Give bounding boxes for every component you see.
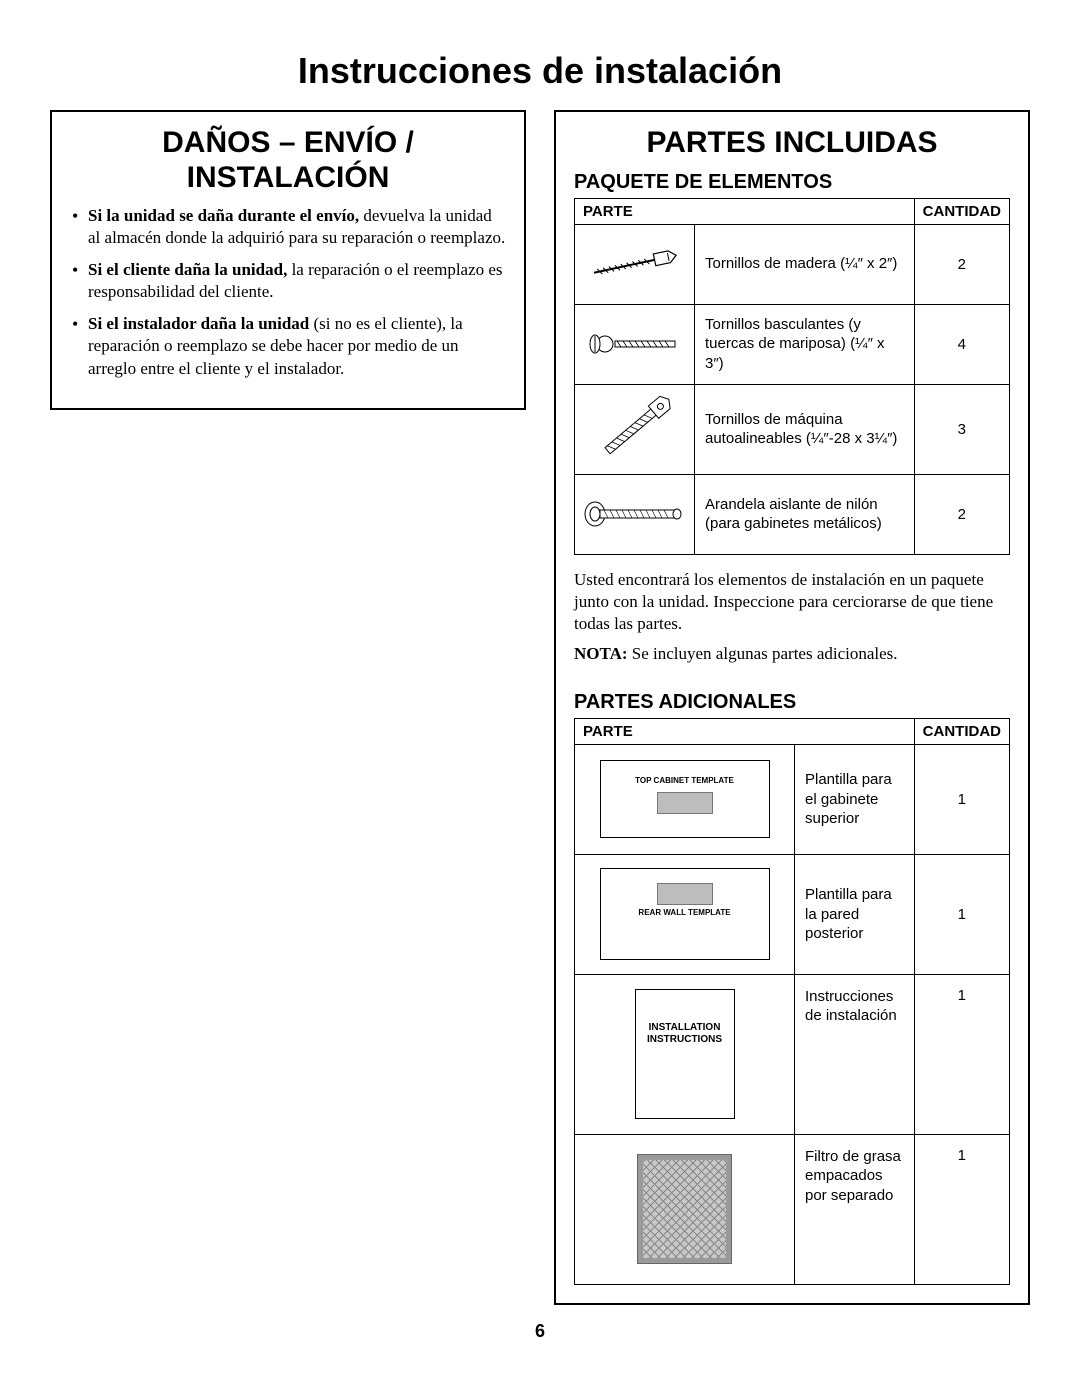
col-cantidad: CANTIDAD xyxy=(914,198,1009,224)
table-header-row: PARTE CANTIDAD xyxy=(575,718,1010,744)
bullet-bold: Si la unidad se daña durante el envío, xyxy=(88,206,359,225)
part-image-cell: REAR WALL TEMPLATE xyxy=(575,854,795,974)
right-column: PARTES INCLUIDAS PAQUETE DE ELEMENTOS PA… xyxy=(554,110,1030,1305)
toggle-bolt-icon xyxy=(585,324,685,364)
template-label: TOP CABINET TEMPLATE xyxy=(601,761,769,786)
part-desc: Plantilla para la pared posterior xyxy=(795,854,915,974)
bullet-item: Si el cliente daña la unidad, la reparac… xyxy=(88,259,506,303)
part-qty: 1 xyxy=(914,854,1009,974)
hardware-table: PARTE CANTIDAD xyxy=(574,198,1010,555)
table-row: Tornillos de máquina autoalineables (¼″-… xyxy=(575,384,1010,474)
two-column-layout: DAÑOS – ENVÍO / INSTALACIÓN Si la unidad… xyxy=(50,110,1030,1305)
note-text: Se incluyen algunas partes adicionales. xyxy=(628,644,898,663)
part-image-cell xyxy=(575,474,695,554)
installation-manual-icon: INSTALLATION INSTRUCTIONS xyxy=(635,989,735,1119)
machine-screw-icon xyxy=(585,394,685,464)
manual-label: INSTALLATION INSTRUCTIONS xyxy=(636,1022,734,1046)
bullet-bold: Si el instalador daña la unidad xyxy=(88,314,309,333)
bullet-bold: Si el cliente daña la unidad, xyxy=(88,260,287,279)
col-parte: PARTE xyxy=(575,198,915,224)
part-desc: Filtro de grasa empacados por separado xyxy=(795,1134,915,1284)
part-image-cell xyxy=(575,384,695,474)
part-desc: Plantilla para el gabinete superior xyxy=(795,744,915,854)
part-qty: 4 xyxy=(914,304,1009,384)
part-desc: Tornillos basculantes (y tuercas de mari… xyxy=(695,304,915,384)
section-paquete-title: PAQUETE DE ELEMENTOS xyxy=(574,171,1010,194)
parts-heading: PARTES INCLUIDAS xyxy=(574,126,1010,161)
part-desc: Tornillos de máquina autoalineables (¼″-… xyxy=(695,384,915,474)
table-row: Tornillos basculantes (y tuercas de mari… xyxy=(575,304,1010,384)
washer-icon xyxy=(580,499,690,529)
document-page: Instrucciones de instalación DAÑOS – ENV… xyxy=(0,0,1080,1362)
top-cabinet-template-icon: TOP CABINET TEMPLATE xyxy=(600,760,770,838)
bullet-item: Si el instalador daña la unidad (si no e… xyxy=(88,313,506,379)
col-parte: PARTE xyxy=(575,718,915,744)
part-image-cell xyxy=(575,224,695,304)
part-image-cell xyxy=(575,1134,795,1284)
part-qty: 1 xyxy=(914,744,1009,854)
additional-parts-table: PARTE CANTIDAD TOP CABINET TEMPLATE Plan… xyxy=(574,718,1010,1285)
left-column: DAÑOS – ENVÍO / INSTALACIÓN Si la unidad… xyxy=(50,110,526,410)
rear-wall-template-icon: REAR WALL TEMPLATE xyxy=(600,868,770,960)
table-row: Tornillos de madera (¼″ x 2″) 2 xyxy=(575,224,1010,304)
part-desc: Instrucciones de instalación xyxy=(795,974,915,1134)
bullet-item: Si la unidad se daña durante el envío, d… xyxy=(88,205,506,249)
part-qty: 2 xyxy=(914,224,1009,304)
section-adicionales-title: PARTES ADICIONALES xyxy=(574,691,1010,714)
part-image-cell xyxy=(575,304,695,384)
damage-bullets: Si la unidad se daña durante el envío, d… xyxy=(70,205,506,380)
note-label: NOTA: xyxy=(574,644,628,663)
part-qty: 3 xyxy=(914,384,1009,474)
template-label: REAR WALL TEMPLATE xyxy=(601,909,769,918)
parts-paragraph: Usted encontrará los elementos de instal… xyxy=(574,569,1010,635)
part-desc: Arandela aislante de nilón (para gabinet… xyxy=(695,474,915,554)
part-image-cell: TOP CABINET TEMPLATE xyxy=(575,744,795,854)
damage-panel: DAÑOS – ENVÍO / INSTALACIÓN Si la unidad… xyxy=(50,110,526,410)
page-number: 6 xyxy=(50,1321,1030,1342)
table-header-row: PARTE CANTIDAD xyxy=(575,198,1010,224)
grease-filter-icon xyxy=(637,1154,732,1264)
damage-heading: DAÑOS – ENVÍO / INSTALACIÓN xyxy=(70,126,506,195)
part-qty: 1 xyxy=(914,974,1009,1134)
wood-screw-icon xyxy=(585,244,685,284)
table-row: INSTALLATION INSTRUCTIONS Instrucciones … xyxy=(575,974,1010,1134)
col-cantidad: CANTIDAD xyxy=(914,718,1009,744)
part-desc: Tornillos de madera (¼″ x 2″) xyxy=(695,224,915,304)
table-row: Filtro de grasa empacados por separado 1 xyxy=(575,1134,1010,1284)
table-row: TOP CABINET TEMPLATE Plantilla para el g… xyxy=(575,744,1010,854)
page-title: Instrucciones de instalación xyxy=(50,50,1030,92)
parts-note: NOTA: Se incluyen algunas partes adicion… xyxy=(574,643,1010,665)
table-row: REAR WALL TEMPLATE Plantilla para la par… xyxy=(575,854,1010,974)
part-image-cell: INSTALLATION INSTRUCTIONS xyxy=(575,974,795,1134)
parts-panel: PARTES INCLUIDAS PAQUETE DE ELEMENTOS PA… xyxy=(554,110,1030,1305)
part-qty: 1 xyxy=(914,1134,1009,1284)
table-row: Arandela aislante de nilón (para gabinet… xyxy=(575,474,1010,554)
part-qty: 2 xyxy=(914,474,1009,554)
